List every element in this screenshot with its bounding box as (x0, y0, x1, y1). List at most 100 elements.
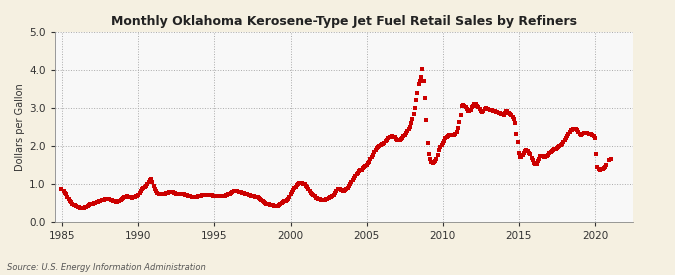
Point (562, 134, 572, 138)
Point (418, 79, 429, 84)
Point (257, 199, 268, 203)
Point (81, 204, 92, 209)
Point (512, 140, 523, 144)
Point (92, 200, 103, 204)
Point (435, 145, 446, 149)
Point (417, 67, 428, 72)
Point (237, 191, 248, 195)
Point (406, 121, 416, 125)
Point (219, 193, 230, 198)
Point (599, 165, 610, 169)
Point (288, 188, 298, 192)
Point (156, 192, 167, 197)
Point (232, 189, 243, 194)
Point (573, 130, 584, 134)
Point (101, 196, 112, 201)
Point (317, 198, 327, 202)
Point (487, 108, 497, 112)
Point (341, 187, 352, 191)
Point (384, 135, 395, 139)
Point (541, 154, 552, 159)
Point (280, 199, 291, 203)
Point (568, 127, 578, 131)
Point (345, 182, 356, 186)
Point (559, 138, 570, 142)
Point (529, 161, 539, 165)
Point (596, 167, 607, 171)
Point (563, 132, 574, 136)
Point (254, 196, 265, 200)
Point (186, 194, 197, 199)
Point (146, 177, 157, 181)
Point (383, 136, 394, 140)
Point (540, 155, 551, 160)
Point (346, 180, 357, 184)
Point (403, 127, 414, 131)
Point (432, 153, 443, 157)
Point (425, 156, 435, 161)
Point (322, 197, 333, 201)
Point (479, 107, 490, 112)
Point (462, 107, 472, 112)
Point (426, 160, 437, 164)
Point (583, 132, 594, 136)
Point (328, 192, 339, 197)
Point (587, 133, 598, 137)
Point (228, 189, 239, 194)
Point (408, 112, 419, 116)
Point (589, 136, 600, 141)
Point (127, 196, 138, 200)
Point (410, 106, 421, 111)
Point (173, 192, 184, 196)
Point (443, 133, 454, 137)
Point (556, 143, 566, 147)
Point (111, 199, 122, 204)
Point (379, 140, 390, 145)
Point (365, 157, 376, 161)
Point (209, 193, 220, 198)
Point (492, 110, 503, 114)
Point (495, 112, 506, 116)
Point (94, 199, 105, 204)
Point (593, 167, 604, 171)
Point (321, 197, 331, 202)
Point (179, 192, 190, 197)
Point (578, 131, 589, 136)
Point (247, 194, 258, 198)
Point (201, 193, 212, 197)
Point (553, 145, 564, 149)
Point (445, 133, 456, 137)
Point (246, 193, 256, 198)
Point (134, 191, 145, 196)
Point (599, 166, 610, 170)
Point (221, 193, 232, 197)
Point (88, 201, 99, 205)
Point (380, 139, 391, 143)
Point (537, 154, 548, 159)
Point (211, 193, 221, 198)
Point (227, 190, 238, 194)
Point (524, 150, 535, 155)
Point (520, 149, 531, 153)
Point (159, 192, 169, 196)
Point (224, 191, 235, 196)
Point (279, 199, 290, 204)
Point (274, 203, 285, 208)
Point (181, 193, 192, 197)
Point (289, 186, 300, 190)
Point (352, 170, 363, 175)
Point (267, 203, 278, 208)
Point (65, 199, 76, 203)
Point (260, 201, 271, 205)
Point (120, 194, 131, 199)
Point (148, 183, 159, 188)
Point (522, 149, 533, 153)
Point (259, 200, 269, 204)
Point (500, 111, 510, 116)
Point (396, 137, 406, 141)
Point (71, 204, 82, 208)
Point (506, 113, 516, 117)
Point (358, 166, 369, 170)
Point (389, 135, 400, 139)
Point (420, 95, 431, 100)
